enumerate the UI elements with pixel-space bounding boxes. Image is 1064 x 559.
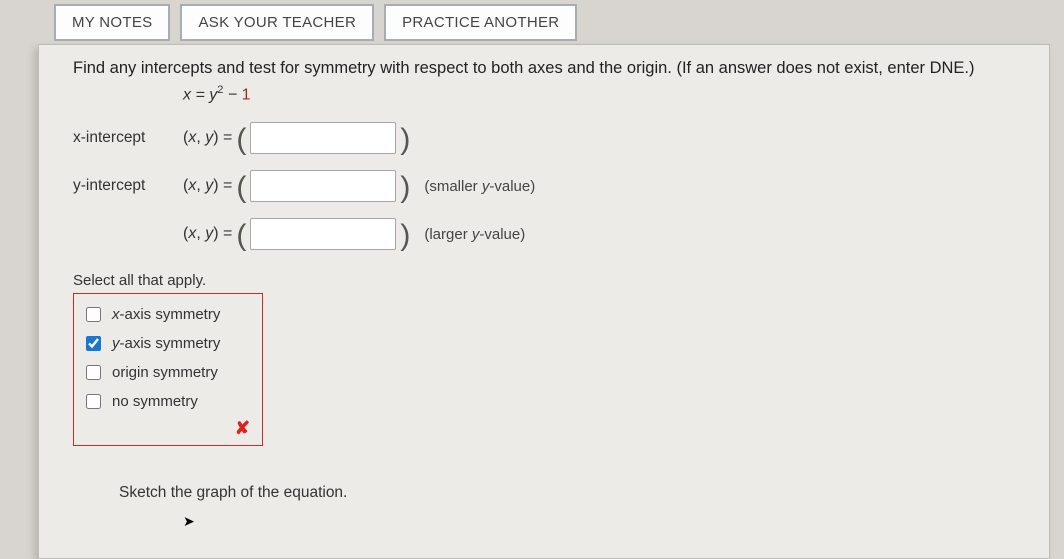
x-intercept-row: x-intercept (x, y) = ( ) — [73, 122, 1015, 154]
symmetry-option-none[interactable]: no symmetry — [82, 387, 254, 416]
equation: x = y2 − 1 — [183, 84, 1015, 104]
symmetry-option-y-axis[interactable]: y-axis symmetry — [82, 329, 254, 358]
equation-lhs: x — [183, 86, 191, 103]
label-y-axis: y-axis symmetry — [112, 335, 220, 352]
symmetry-option-x-axis[interactable]: x-axis symmetry — [82, 300, 254, 329]
checkbox-y-axis[interactable] — [86, 336, 101, 351]
hint-larger: (larger y-value) — [424, 226, 525, 243]
y-intercept-label: y-intercept — [73, 177, 183, 195]
xy-equals-1: (x, y) = — [183, 129, 232, 147]
label-origin: origin symmetry — [112, 364, 218, 381]
xy-equals-3: (x, y) = — [183, 225, 232, 243]
close-paren-1: ) — [400, 125, 410, 155]
y-intercept-input-smaller[interactable] — [250, 170, 396, 202]
checkbox-x-axis[interactable] — [86, 307, 101, 322]
practice-another-tab[interactable]: PRACTICE ANOTHER — [384, 4, 577, 41]
equation-rhs-exp: 2 — [217, 84, 223, 96]
equation-equals: = — [195, 86, 209, 103]
checkbox-none[interactable] — [86, 394, 101, 409]
label-x-axis: x-axis symmetry — [112, 306, 220, 323]
xy-equals-2: (x, y) = — [183, 177, 232, 195]
equation-minus: − — [228, 86, 242, 103]
open-paren-3: ( — [236, 221, 246, 251]
open-paren-1: ( — [236, 125, 246, 155]
close-paren-2: ) — [400, 173, 410, 203]
symmetry-box: x-axis symmetry y-axis symmetry origin s… — [73, 293, 263, 446]
ask-teacher-tab[interactable]: ASK YOUR TEACHER — [180, 4, 374, 41]
tab-bar: MY NOTES ASK YOUR TEACHER PRACTICE ANOTH… — [0, 0, 1064, 41]
y-intercept-row-2: (x, y) = ( ) (larger y-value) — [73, 218, 1015, 250]
close-paren-3: ) — [400, 221, 410, 251]
problem-card: Find any intercepts and test for symmetr… — [38, 44, 1050, 559]
checkbox-origin[interactable] — [86, 365, 101, 380]
problem-instructions: Find any intercepts and test for symmetr… — [73, 59, 1015, 78]
sketch-instruction: Sketch the graph of the equation. — [119, 484, 1015, 502]
y-intercept-input-larger[interactable] — [250, 218, 396, 250]
x-intercept-input[interactable] — [250, 122, 396, 154]
equation-rhs-const: 1 — [242, 86, 251, 103]
my-notes-tab[interactable]: MY NOTES — [54, 4, 170, 41]
symmetry-option-origin[interactable]: origin symmetry — [82, 358, 254, 387]
x-intercept-label: x-intercept — [73, 129, 183, 147]
incorrect-icon: ✘ — [82, 418, 254, 439]
open-paren-2: ( — [236, 173, 246, 203]
select-all-label: Select all that apply. — [73, 272, 1015, 289]
y-intercept-row-1: y-intercept (x, y) = ( ) (smaller y-valu… — [73, 170, 1015, 202]
hint-smaller: (smaller y-value) — [424, 178, 535, 195]
cursor-icon: ➤ — [183, 513, 195, 530]
label-none: no symmetry — [112, 393, 198, 410]
